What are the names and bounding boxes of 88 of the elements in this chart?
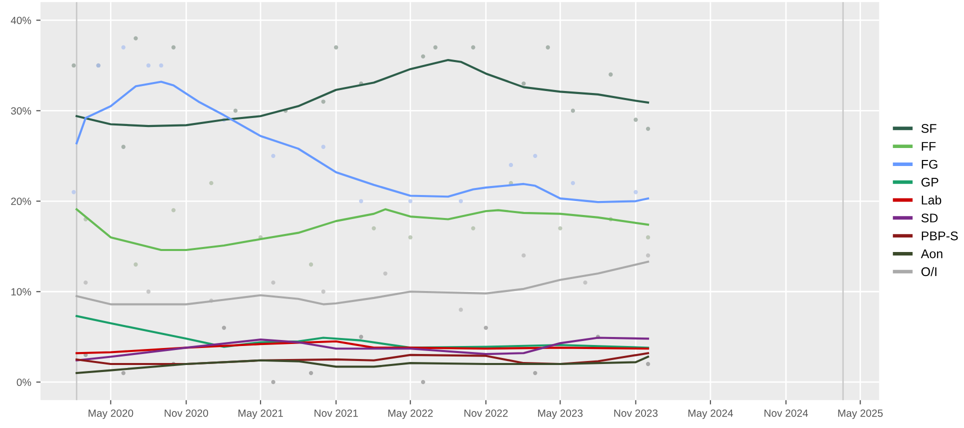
point xyxy=(408,235,412,240)
point xyxy=(334,45,338,50)
point xyxy=(159,63,164,68)
point xyxy=(308,370,314,376)
point xyxy=(121,370,126,376)
point xyxy=(271,154,276,158)
point xyxy=(121,144,126,149)
point xyxy=(433,45,438,50)
x-tick-label: May 2020 xyxy=(88,409,134,419)
point xyxy=(522,253,526,258)
point xyxy=(372,226,376,230)
legend-label: GP xyxy=(921,178,938,187)
line-series xyxy=(76,340,650,354)
point xyxy=(608,72,613,77)
point xyxy=(321,144,326,149)
legend-label: Lab xyxy=(922,195,942,205)
x-tick-label: Nov 2021 xyxy=(314,409,358,417)
x-tick-label: May 2021 xyxy=(238,409,283,419)
point xyxy=(233,108,238,113)
line-series xyxy=(76,356,650,374)
x-tick-label: May 2023 xyxy=(538,409,583,419)
point xyxy=(308,262,314,267)
point xyxy=(271,380,276,384)
point xyxy=(209,180,214,186)
legend-label: FF xyxy=(922,142,936,151)
point xyxy=(458,308,463,312)
legend-label: SF xyxy=(921,124,936,133)
x-tick-label: Nov 2020 xyxy=(164,409,208,417)
y-tick-label: 10% xyxy=(11,288,32,296)
point xyxy=(421,380,426,384)
point xyxy=(522,81,526,86)
legend-label: SD xyxy=(921,214,938,222)
point xyxy=(134,262,138,267)
point xyxy=(508,162,514,168)
line-series xyxy=(76,80,650,204)
point xyxy=(583,280,588,285)
point xyxy=(121,45,126,50)
legend-label: FG xyxy=(922,160,938,169)
point xyxy=(533,370,538,376)
point xyxy=(421,54,426,58)
point xyxy=(533,154,538,158)
x-tick-label: May 2022 xyxy=(388,409,433,419)
line-series xyxy=(76,208,650,252)
legend-label: O/I xyxy=(921,266,936,276)
point xyxy=(471,226,476,230)
legend-label: Aon xyxy=(920,250,942,258)
point xyxy=(646,235,650,240)
point xyxy=(558,226,562,230)
point xyxy=(72,190,76,194)
line-series xyxy=(76,315,650,349)
point xyxy=(359,334,364,339)
point xyxy=(146,290,151,294)
point xyxy=(222,326,226,330)
point xyxy=(359,199,364,204)
point xyxy=(471,45,476,50)
line-series xyxy=(76,260,650,306)
point xyxy=(321,290,326,294)
point xyxy=(271,280,276,285)
point xyxy=(171,208,176,212)
point xyxy=(634,190,638,194)
x-tick-label: Nov 2022 xyxy=(464,409,508,417)
x-tick-label: May 2024 xyxy=(688,409,734,419)
point xyxy=(646,253,650,258)
point xyxy=(72,63,76,68)
y-tick-label: 20% xyxy=(11,198,32,206)
point xyxy=(134,36,138,40)
x-tick-label: Nov 2023 xyxy=(614,409,658,417)
point xyxy=(146,63,151,68)
point xyxy=(646,362,650,366)
point xyxy=(321,100,326,104)
point xyxy=(383,271,388,276)
point xyxy=(458,199,463,204)
y-tick-label: 0% xyxy=(16,378,32,386)
point xyxy=(484,326,488,330)
y-tick-label: 40% xyxy=(10,16,32,24)
y-tick-label: 30% xyxy=(11,107,32,115)
line-series xyxy=(76,58,650,128)
point xyxy=(634,118,638,122)
point xyxy=(171,45,176,50)
point xyxy=(570,108,576,113)
point xyxy=(546,45,550,50)
point xyxy=(408,199,412,204)
x-tick-label: Nov 2024 xyxy=(764,409,808,417)
point xyxy=(84,280,88,285)
point xyxy=(570,180,576,186)
legend-label: PBP-S xyxy=(922,231,958,240)
point xyxy=(646,126,650,131)
x-tick-label: May 2025 xyxy=(838,409,883,419)
